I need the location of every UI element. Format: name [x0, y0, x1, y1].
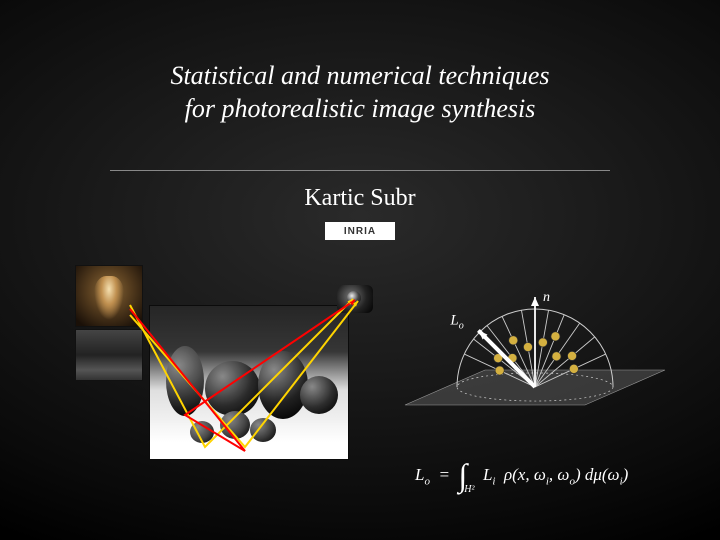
title-line-2: for photorealistic image synthesis: [0, 93, 720, 126]
light-rays-overlay: [75, 265, 375, 475]
sample-point: [551, 332, 560, 341]
title: Statistical and numerical techniques for…: [0, 60, 720, 125]
light-ray: [130, 300, 355, 451]
sample-point: [523, 343, 532, 352]
title-line-1: Statistical and numerical techniques: [0, 60, 720, 93]
rendering-equation: Lo = ∫H² Li ρ(x, ωi, ωo) dμ(ωi): [415, 465, 628, 495]
inria-logo: INRIA: [325, 222, 395, 240]
light-transport-figure: [75, 265, 365, 475]
sample-point: [569, 364, 578, 373]
eq-rho: ρ(x, ωi, ωo): [504, 465, 581, 484]
sample-point: [552, 352, 561, 361]
light-ray: [130, 299, 353, 447]
eq-dmu: dμ(ωi): [585, 465, 628, 484]
hemisphere-diagram: n Lo: [395, 265, 675, 445]
slide: Statistical and numerical techniques for…: [0, 0, 720, 540]
sample-point: [568, 351, 577, 360]
eq-lhs: Lo: [415, 465, 430, 484]
eq-Li: Li: [483, 465, 496, 484]
normal-arrowhead: [531, 297, 539, 306]
sample-point: [509, 336, 518, 345]
sample-point: [495, 366, 504, 375]
author: Kartic Subr: [0, 185, 720, 212]
sample-point: [538, 338, 547, 347]
Lo-label: Lo: [449, 312, 463, 331]
logo-text: INRIA: [344, 226, 376, 237]
divider: [110, 170, 610, 171]
normal-label: n: [543, 290, 550, 305]
